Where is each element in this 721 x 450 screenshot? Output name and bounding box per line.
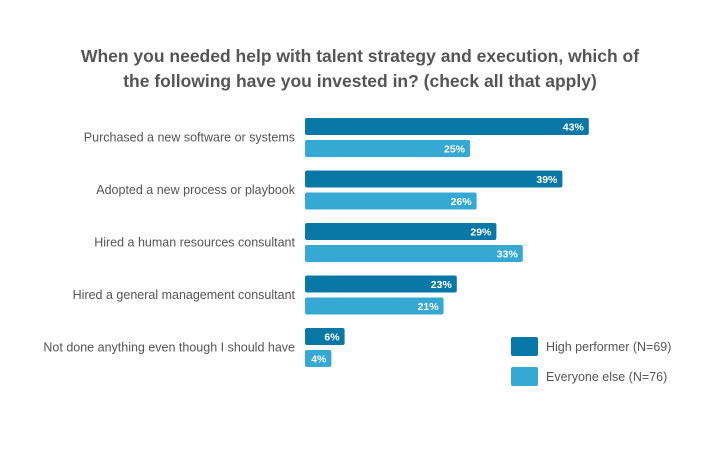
bar-value-label: 43% (563, 122, 585, 134)
bar-value-label: 23% (431, 279, 453, 291)
bar-value-label: 4% (311, 354, 327, 366)
bar (305, 275, 457, 293)
bar (305, 350, 332, 367)
legend-label: High performer (N=69) (546, 340, 671, 354)
bar (305, 140, 470, 157)
category-label: Hired a human resources consultant (94, 236, 295, 250)
legend: High performer (N=69) Everyone else (N=76… (511, 337, 671, 386)
legend-swatch (511, 337, 538, 356)
bar-value-label: 29% (470, 227, 492, 239)
bars (305, 118, 589, 367)
bar (305, 170, 563, 188)
bar (305, 192, 477, 210)
legend-label: Everyone else (N=76) (546, 370, 667, 384)
chart-title-line-2: the following have you invested in? (che… (123, 71, 597, 91)
bar-value-label: 39% (536, 174, 558, 186)
category-label: Not done anything even though I should h… (43, 341, 295, 355)
bar-value-label: 6% (324, 332, 340, 344)
category-label: Adopted a new process or playbook (96, 183, 295, 197)
bar (305, 118, 589, 135)
bar-value-label: 26% (451, 196, 473, 208)
chart-title: When you needed help with talent strateg… (60, 44, 660, 94)
bar (305, 297, 444, 315)
chart-title-line-1: When you needed help with talent strateg… (80, 46, 640, 66)
bar (305, 223, 497, 240)
bar-value-labels: 43% 25% 39% 26% 29% 33% 23% 21% 6% 4% (311, 122, 584, 366)
category-label: Hired a general management consultant (73, 288, 296, 302)
bar-value-label: 33% (497, 249, 519, 261)
bar (305, 328, 345, 345)
bar-value-label: 25% (444, 144, 466, 156)
bar-value-label: 21% (418, 301, 440, 313)
bar (305, 245, 523, 262)
category-labels: Purchased a new software or systems Adopt… (43, 131, 295, 355)
legend-swatch (511, 367, 538, 386)
category-label: Purchased a new software or systems (84, 131, 295, 145)
